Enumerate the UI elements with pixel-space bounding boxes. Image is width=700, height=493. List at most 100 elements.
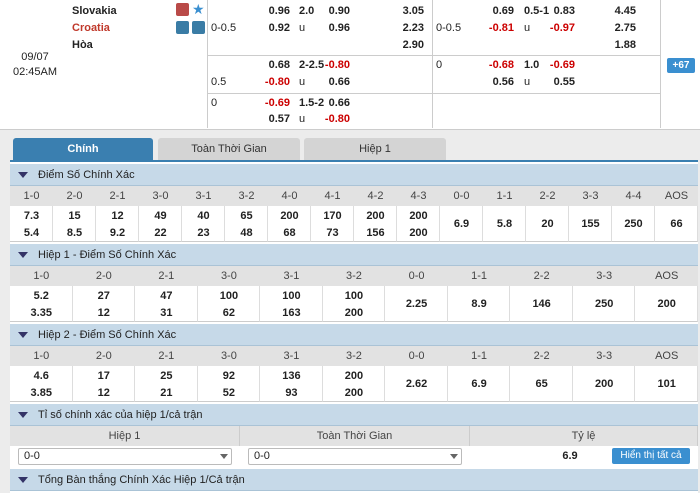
section-header[interactable]	[10, 469, 698, 491]
home-win-odds: 3.05	[402, 5, 424, 17]
section-header[interactable]	[10, 244, 698, 266]
cell-border	[354, 206, 397, 242]
odds-cell[interactable]: 92	[222, 370, 236, 382]
odds-cell[interactable]: 62	[222, 307, 236, 319]
odds-cell[interactable]: 68	[283, 227, 296, 239]
odds-cell[interactable]: 8.9	[471, 298, 487, 310]
odds-cell[interactable]: 3.85	[30, 387, 52, 399]
odds-icon[interactable]	[176, 21, 189, 34]
score-select[interactable]: 0-0	[248, 448, 462, 465]
odds-cell[interactable]: 52	[222, 387, 236, 399]
odds-cell[interactable]: 100	[219, 290, 239, 302]
team-icon[interactable]	[176, 3, 189, 16]
odds-cell[interactable]: 8.5	[66, 227, 83, 239]
odds-cell[interactable]: 200	[280, 210, 299, 222]
cell-border	[385, 366, 448, 402]
chevron-icon[interactable]	[18, 477, 28, 483]
odds-cell[interactable]: 6.9	[453, 218, 470, 230]
tab[interactable]: Toàn Thời Gian	[158, 138, 300, 160]
odds-cell[interactable]: 22	[154, 227, 167, 239]
odds-cell[interactable]: 200	[657, 298, 676, 310]
odds-cell[interactable]: 12	[97, 387, 110, 399]
more-count: 67	[678, 60, 690, 71]
show-all-button[interactable]: Hiển thị tất cả	[612, 448, 690, 464]
away-win-odds: 2.75	[614, 22, 636, 34]
odds-cell[interactable]: 250	[624, 218, 643, 230]
chart-icon[interactable]	[192, 21, 205, 34]
odds-cell[interactable]: 65	[535, 378, 548, 390]
odds-cell[interactable]: 155	[581, 218, 600, 230]
column-header: 0-0	[408, 350, 425, 362]
odds-cell[interactable]: 170	[323, 210, 342, 222]
handicap-line: 0.5	[211, 76, 227, 88]
section-title: Hiệp 2 - Điểm Số Chính Xác	[38, 329, 177, 341]
odds-cell[interactable]: 200	[344, 370, 364, 382]
chevron-icon[interactable]	[18, 412, 28, 418]
odds-cell[interactable]: 250	[594, 298, 614, 310]
odds-cell[interactable]: 200	[409, 210, 428, 222]
odds-cell[interactable]: 5.2	[33, 290, 49, 302]
odds-cell[interactable]: 100	[282, 290, 301, 302]
under-label: u	[524, 76, 531, 88]
odds-cell[interactable]: 200	[344, 307, 364, 319]
handicap-line: 0-0.5	[211, 22, 237, 34]
odds-cell[interactable]: 156	[366, 227, 385, 239]
tab[interactable]: Chính	[13, 138, 153, 160]
odds-cell[interactable]: 15	[68, 210, 81, 222]
odds-cell[interactable]: 31	[160, 307, 173, 319]
odds-cell[interactable]: 3.35	[30, 307, 52, 319]
odds-cell[interactable]: 200	[409, 227, 428, 239]
odds-cell[interactable]: 73	[326, 227, 339, 239]
odds-cell[interactable]: 17	[97, 370, 110, 382]
odds-cell[interactable]: 65	[240, 210, 253, 222]
odds-cell[interactable]: 200	[366, 210, 385, 222]
odds-cell[interactable]: 100	[344, 290, 364, 302]
odds-cell[interactable]: 12	[111, 210, 124, 222]
chevron-icon[interactable]	[18, 332, 28, 338]
chevron-icon[interactable]	[18, 252, 28, 258]
odds-cell[interactable]: 47	[160, 290, 173, 302]
star-icon[interactable]: ★	[192, 1, 205, 17]
draw-label: Hòa	[72, 39, 93, 51]
column-header: 3-0	[220, 270, 237, 282]
odds-cell[interactable]: 146	[532, 298, 551, 310]
odds-cell[interactable]: 4.6	[33, 370, 49, 382]
section-header[interactable]	[10, 324, 698, 346]
odds-cell[interactable]: 7.3	[23, 210, 40, 222]
score-select[interactable]: 0-0	[18, 448, 232, 465]
cell-border	[572, 366, 636, 402]
odds-cell[interactable]: 25	[160, 370, 173, 382]
odds-cell[interactable]: 101	[657, 378, 676, 390]
select-arrow[interactable]	[450, 454, 458, 459]
odds-cell[interactable]: 23	[197, 227, 210, 239]
column-header: Tỷ lệ	[470, 426, 698, 446]
odds-cell[interactable]: 21	[160, 387, 173, 399]
section-header[interactable]	[10, 164, 698, 186]
odds-cell[interactable]: 200	[344, 387, 364, 399]
tab[interactable]: Hiệp 1	[304, 138, 446, 160]
more-markets-button[interactable]: +67	[667, 58, 695, 73]
odds-cell[interactable]: 12	[97, 307, 110, 319]
odds-cell[interactable]: 40	[197, 210, 210, 222]
cell-border	[10, 286, 73, 322]
section-header[interactable]	[10, 404, 698, 426]
select-arrow[interactable]	[220, 454, 228, 459]
odds-cell[interactable]: 49	[154, 210, 167, 222]
odds-cell[interactable]: 2.25	[405, 298, 428, 310]
odds-cell[interactable]: 66	[670, 218, 683, 230]
odds-cell[interactable]: 5.4	[23, 227, 40, 239]
odds-cell[interactable]: 5.8	[496, 218, 513, 230]
odds-cell[interactable]: 163	[282, 307, 301, 319]
odds-value[interactable]: 6.9	[562, 450, 578, 462]
odds-cell[interactable]: 27	[97, 290, 110, 302]
odds-cell[interactable]: 20	[541, 218, 554, 230]
odds-cell[interactable]: 9.2	[109, 227, 126, 239]
odds-cell[interactable]: 6.9	[471, 378, 487, 390]
odds-cell[interactable]: 93	[285, 387, 298, 399]
odds-cell[interactable]: 48	[240, 227, 253, 239]
odds-cell[interactable]: 200	[594, 378, 614, 390]
cell-border	[510, 286, 573, 322]
chevron-icon[interactable]	[18, 172, 28, 178]
odds-cell[interactable]: 2.62	[405, 378, 428, 390]
odds-cell[interactable]: 136	[282, 370, 301, 382]
